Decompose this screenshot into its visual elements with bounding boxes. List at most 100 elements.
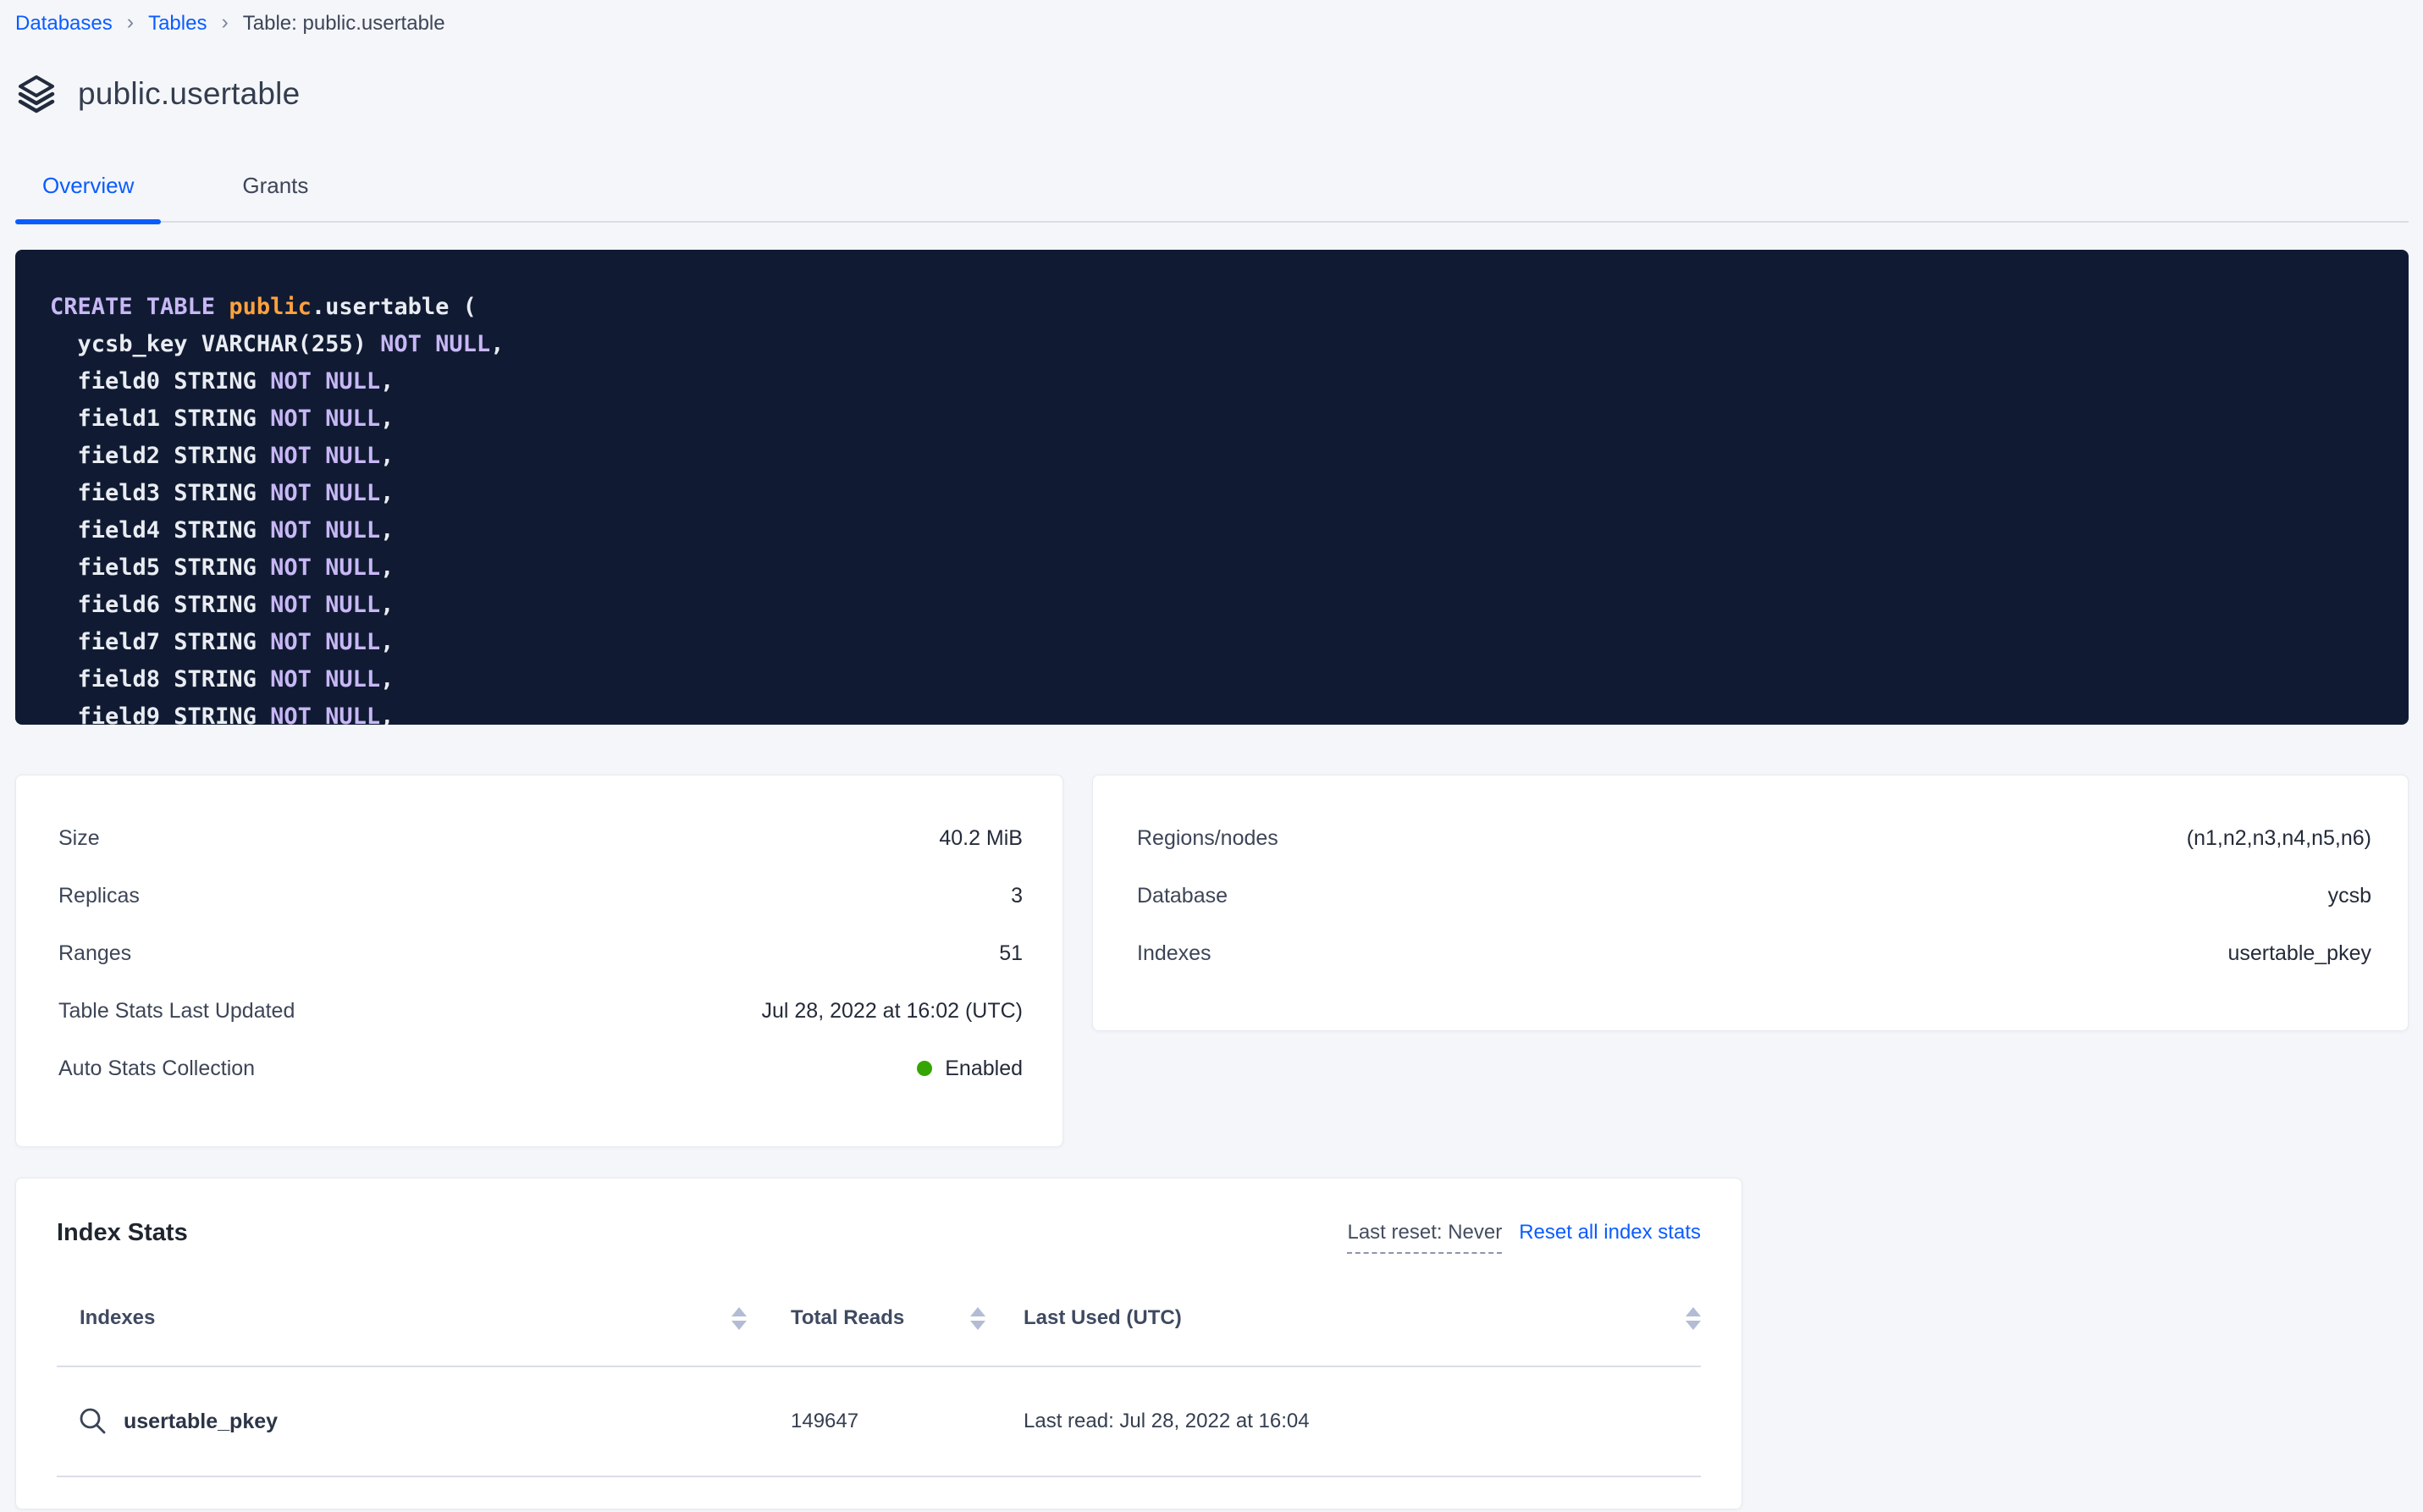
sql-line: field1 STRING NOT NULL,: [50, 400, 2375, 438]
stat-row: Replicas 3: [58, 867, 1023, 924]
sql-token: field9 STRING: [50, 704, 271, 725]
tab-grants[interactable]: Grants: [242, 173, 309, 198]
column-header-indexes[interactable]: Indexes: [57, 1306, 747, 1330]
last-used-cell: Last read: Jul 28, 2022 at 16:04: [1024, 1410, 1310, 1432]
total-reads-cell: 149647: [791, 1410, 859, 1432]
sql-token: field7 STRING: [50, 629, 271, 655]
sql-token: field3 STRING: [50, 480, 271, 506]
index-stats-title: Index Stats: [57, 1219, 188, 1246]
breadcrumb: Databases › Tables › Table: public.usert…: [15, 8, 2409, 39]
sql-token: public: [229, 294, 312, 320]
breadcrumb-current: Table: public.usertable: [242, 12, 445, 35]
sql-line: field7 STRING NOT NULL,: [50, 624, 2375, 661]
stat-value: Jul 28, 2022 at 16:02 (UTC): [761, 998, 1024, 1023]
index-stats-header: Index Stats Last reset: Never Reset all …: [57, 1219, 1701, 1254]
sql-token: field8 STRING: [50, 666, 271, 693]
sql-line: ycsb_key VARCHAR(255) NOT NULL,: [50, 326, 2375, 363]
stat-value: (n1,n2,n3,n4,n5,n6): [2186, 825, 2371, 850]
sql-token: NOT NULL: [270, 629, 381, 655]
page-header: public.usertable: [15, 69, 2409, 119]
sql-token: NOT NULL: [270, 704, 381, 725]
sql-token: NOT NULL: [270, 443, 381, 469]
stat-row: Database ycsb: [1137, 867, 2371, 924]
index-table-row[interactable]: usertable_pkey 149647 Last read: Jul 28, 2…: [57, 1367, 1701, 1477]
stat-value: ycsb: [2327, 883, 2371, 908]
stat-label: Size: [58, 825, 100, 850]
stat-value: Enabled: [917, 1057, 1023, 1081]
index-table-header-row: Indexes Total Reads Last Used (UTC): [57, 1306, 1701, 1367]
index-stats-card: Index Stats Last reset: Never Reset all …: [15, 1178, 1742, 1509]
create-table-statement[interactable]: CREATE TABLE public.usertable ( ycsb_key…: [15, 250, 2409, 725]
sql-token: NOT NULL: [380, 331, 491, 357]
stat-value: 51: [999, 941, 1023, 965]
stat-label: Auto Stats Collection: [58, 1056, 256, 1080]
stat-label: Ranges: [58, 941, 132, 965]
stat-row: Regions/nodes (n1,n2,n3,n4,n5,n6): [1137, 809, 2371, 867]
stat-label: Database: [1137, 883, 1228, 908]
sql-token: field4 STRING: [50, 517, 271, 544]
stat-value: usertable_pkey: [2227, 941, 2371, 965]
sql-token: field1 STRING: [50, 406, 271, 432]
sort-icon[interactable]: [970, 1306, 985, 1330]
sql-token: field0 STRING: [50, 368, 271, 395]
sql-line: field3 STRING NOT NULL,: [50, 475, 2375, 512]
column-header-total-reads[interactable]: Total Reads: [747, 1306, 985, 1330]
stat-label: Replicas: [58, 883, 140, 908]
stat-label: Table Stats Last Updated: [58, 998, 295, 1023]
search-icon: [78, 1406, 108, 1437]
sort-icon[interactable]: [1686, 1306, 1701, 1330]
stat-row: Auto Stats Collection Enabled: [58, 1040, 1023, 1097]
sql-line: field5 STRING NOT NULL,: [50, 549, 2375, 587]
page-title: public.usertable: [78, 76, 301, 111]
sql-line: field6 STRING NOT NULL,: [50, 587, 2375, 624]
sql-line: field0 STRING NOT NULL,: [50, 363, 2375, 400]
breadcrumb-link-databases[interactable]: Databases: [15, 12, 113, 35]
last-reset-label[interactable]: Last reset: Never: [1347, 1221, 1503, 1254]
stat-value: 3: [1011, 883, 1023, 908]
sql-token: NOT NULL: [270, 555, 381, 581]
sql-token: .usertable (: [311, 294, 477, 320]
sql-line: field9 STRING NOT NULL,: [50, 698, 2375, 725]
column-header-indexes-label: Indexes: [80, 1306, 156, 1329]
sql-token: NOT NULL: [270, 480, 381, 506]
sql-line: field2 STRING NOT NULL,: [50, 438, 2375, 475]
index-table-body: usertable_pkey 149647 Last read: Jul 28, 2…: [57, 1367, 1701, 1477]
sql-token: field5 STRING: [50, 555, 271, 581]
sql-token: ,: [380, 480, 395, 506]
stat-row: Size 40.2 MiB: [58, 809, 1023, 867]
stat-label: Regions/nodes: [1137, 825, 1278, 850]
sql-token: NOT NULL: [270, 592, 381, 618]
sql-token: ,: [380, 704, 395, 725]
sql-token: ,: [380, 666, 395, 693]
column-header-last-used-label: Last Used (UTC): [1024, 1306, 1182, 1329]
sql-line: CREATE TABLE public.usertable (: [50, 289, 2375, 326]
sql-token: ,: [490, 331, 505, 357]
sql-token: ,: [380, 555, 395, 581]
sql-token: ,: [380, 629, 395, 655]
sql-token: ,: [380, 368, 395, 395]
sql-token: field2 STRING: [50, 443, 271, 469]
sql-token: ,: [380, 517, 395, 544]
column-header-last-used[interactable]: Last Used (UTC): [985, 1306, 1701, 1330]
stat-label: Indexes: [1137, 941, 1212, 965]
index-name[interactable]: usertable_pkey: [124, 1409, 279, 1433]
sql-token: NOT NULL: [270, 517, 381, 544]
breadcrumb-link-tables[interactable]: Tables: [148, 12, 207, 35]
table-stats-card: Size 40.2 MiB Replicas 3 Ranges 51 Table Stats…: [15, 775, 1063, 1147]
stat-value: 40.2 MiB: [939, 825, 1023, 850]
sql-token: NOT NULL: [270, 666, 381, 693]
sql-line: field4 STRING NOT NULL,: [50, 512, 2375, 549]
sql-line: field8 STRING NOT NULL,: [50, 661, 2375, 698]
breadcrumb-separator-icon: ›: [126, 10, 135, 34]
sql-token: ycsb_key VARCHAR(255): [50, 331, 381, 357]
sort-icon[interactable]: [731, 1306, 747, 1330]
reset-all-index-stats-link[interactable]: Reset all index stats: [1519, 1221, 1701, 1244]
detail-cards-row: Size 40.2 MiB Replicas 3 Ranges 51 Table Stats…: [15, 775, 2409, 1147]
stat-row: Indexes usertable_pkey: [1137, 924, 2371, 982]
tab-overview[interactable]: Overview: [15, 156, 162, 224]
stat-row: Table Stats Last Updated Jul 28, 2022 at …: [58, 982, 1023, 1040]
table-stack-icon: [15, 74, 58, 114]
sql-token: field6 STRING: [50, 592, 271, 618]
sql-token: ,: [380, 443, 395, 469]
